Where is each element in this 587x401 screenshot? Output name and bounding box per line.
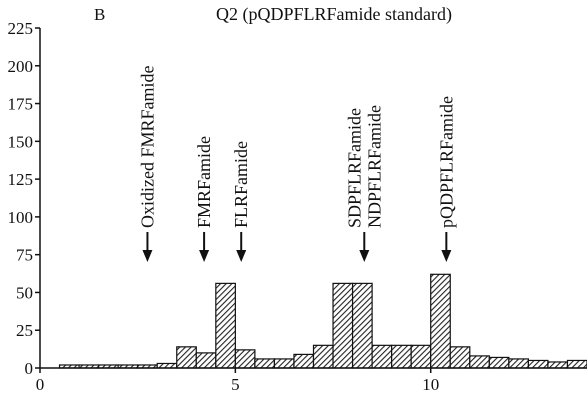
bar	[449, 346, 471, 369]
bar	[508, 358, 529, 369]
bar	[312, 344, 334, 369]
bar	[527, 359, 549, 369]
y-tick-label: 50	[16, 283, 33, 302]
annotation-label: Oxidized FMRFamide	[137, 65, 157, 228]
annotation-arrowhead	[142, 250, 153, 262]
y-tick-label: 75	[16, 246, 33, 265]
annotation-label: FMRFamide	[194, 136, 214, 228]
annotation-label: FLRFamide	[231, 141, 251, 228]
annotation-arrowhead	[441, 250, 452, 262]
chart-title: Q2 (pQDPFLRFamide standard)	[216, 4, 452, 25]
bar	[195, 352, 217, 369]
y-tick-label: 0	[25, 359, 34, 378]
y-tick-label: 100	[8, 208, 34, 227]
bar	[332, 282, 354, 369]
annotation-label: pQDPFLRFamide	[436, 96, 456, 228]
y-tick-label: 225	[8, 19, 34, 38]
bar	[410, 344, 432, 369]
y-tick-label: 175	[8, 95, 34, 114]
bar	[234, 349, 256, 369]
bar	[351, 282, 373, 369]
bar	[488, 356, 510, 369]
bar	[254, 358, 276, 369]
y-tick-label: 200	[8, 57, 34, 76]
y-tick-label: 125	[8, 170, 34, 189]
bar	[215, 282, 236, 369]
bar	[391, 344, 412, 369]
y-tick-label: 150	[8, 132, 34, 151]
annotation-label: SDPFLRFamide	[344, 108, 364, 228]
x-tick-label: 0	[36, 375, 45, 394]
bar	[566, 359, 587, 369]
bar	[547, 361, 569, 369]
y-tick-label: 25	[16, 321, 33, 340]
bar	[293, 353, 315, 369]
bar	[430, 273, 451, 369]
annotation-arrowhead	[236, 250, 247, 262]
bar	[273, 358, 295, 369]
bar	[469, 355, 490, 369]
x-tick-label: 10	[422, 375, 439, 394]
annotation-arrowhead	[359, 250, 370, 262]
panel-label: B	[94, 5, 105, 24]
bar	[371, 344, 393, 369]
annotation-arrowhead	[199, 250, 210, 262]
bar	[176, 346, 197, 369]
annotation-label: NDPFLRFamide	[364, 105, 384, 228]
x-tick-label: 5	[231, 375, 240, 394]
